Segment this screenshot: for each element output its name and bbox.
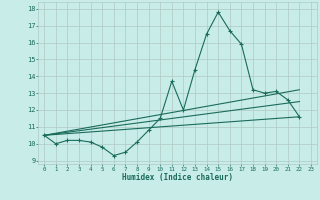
X-axis label: Humidex (Indice chaleur): Humidex (Indice chaleur) xyxy=(122,173,233,182)
